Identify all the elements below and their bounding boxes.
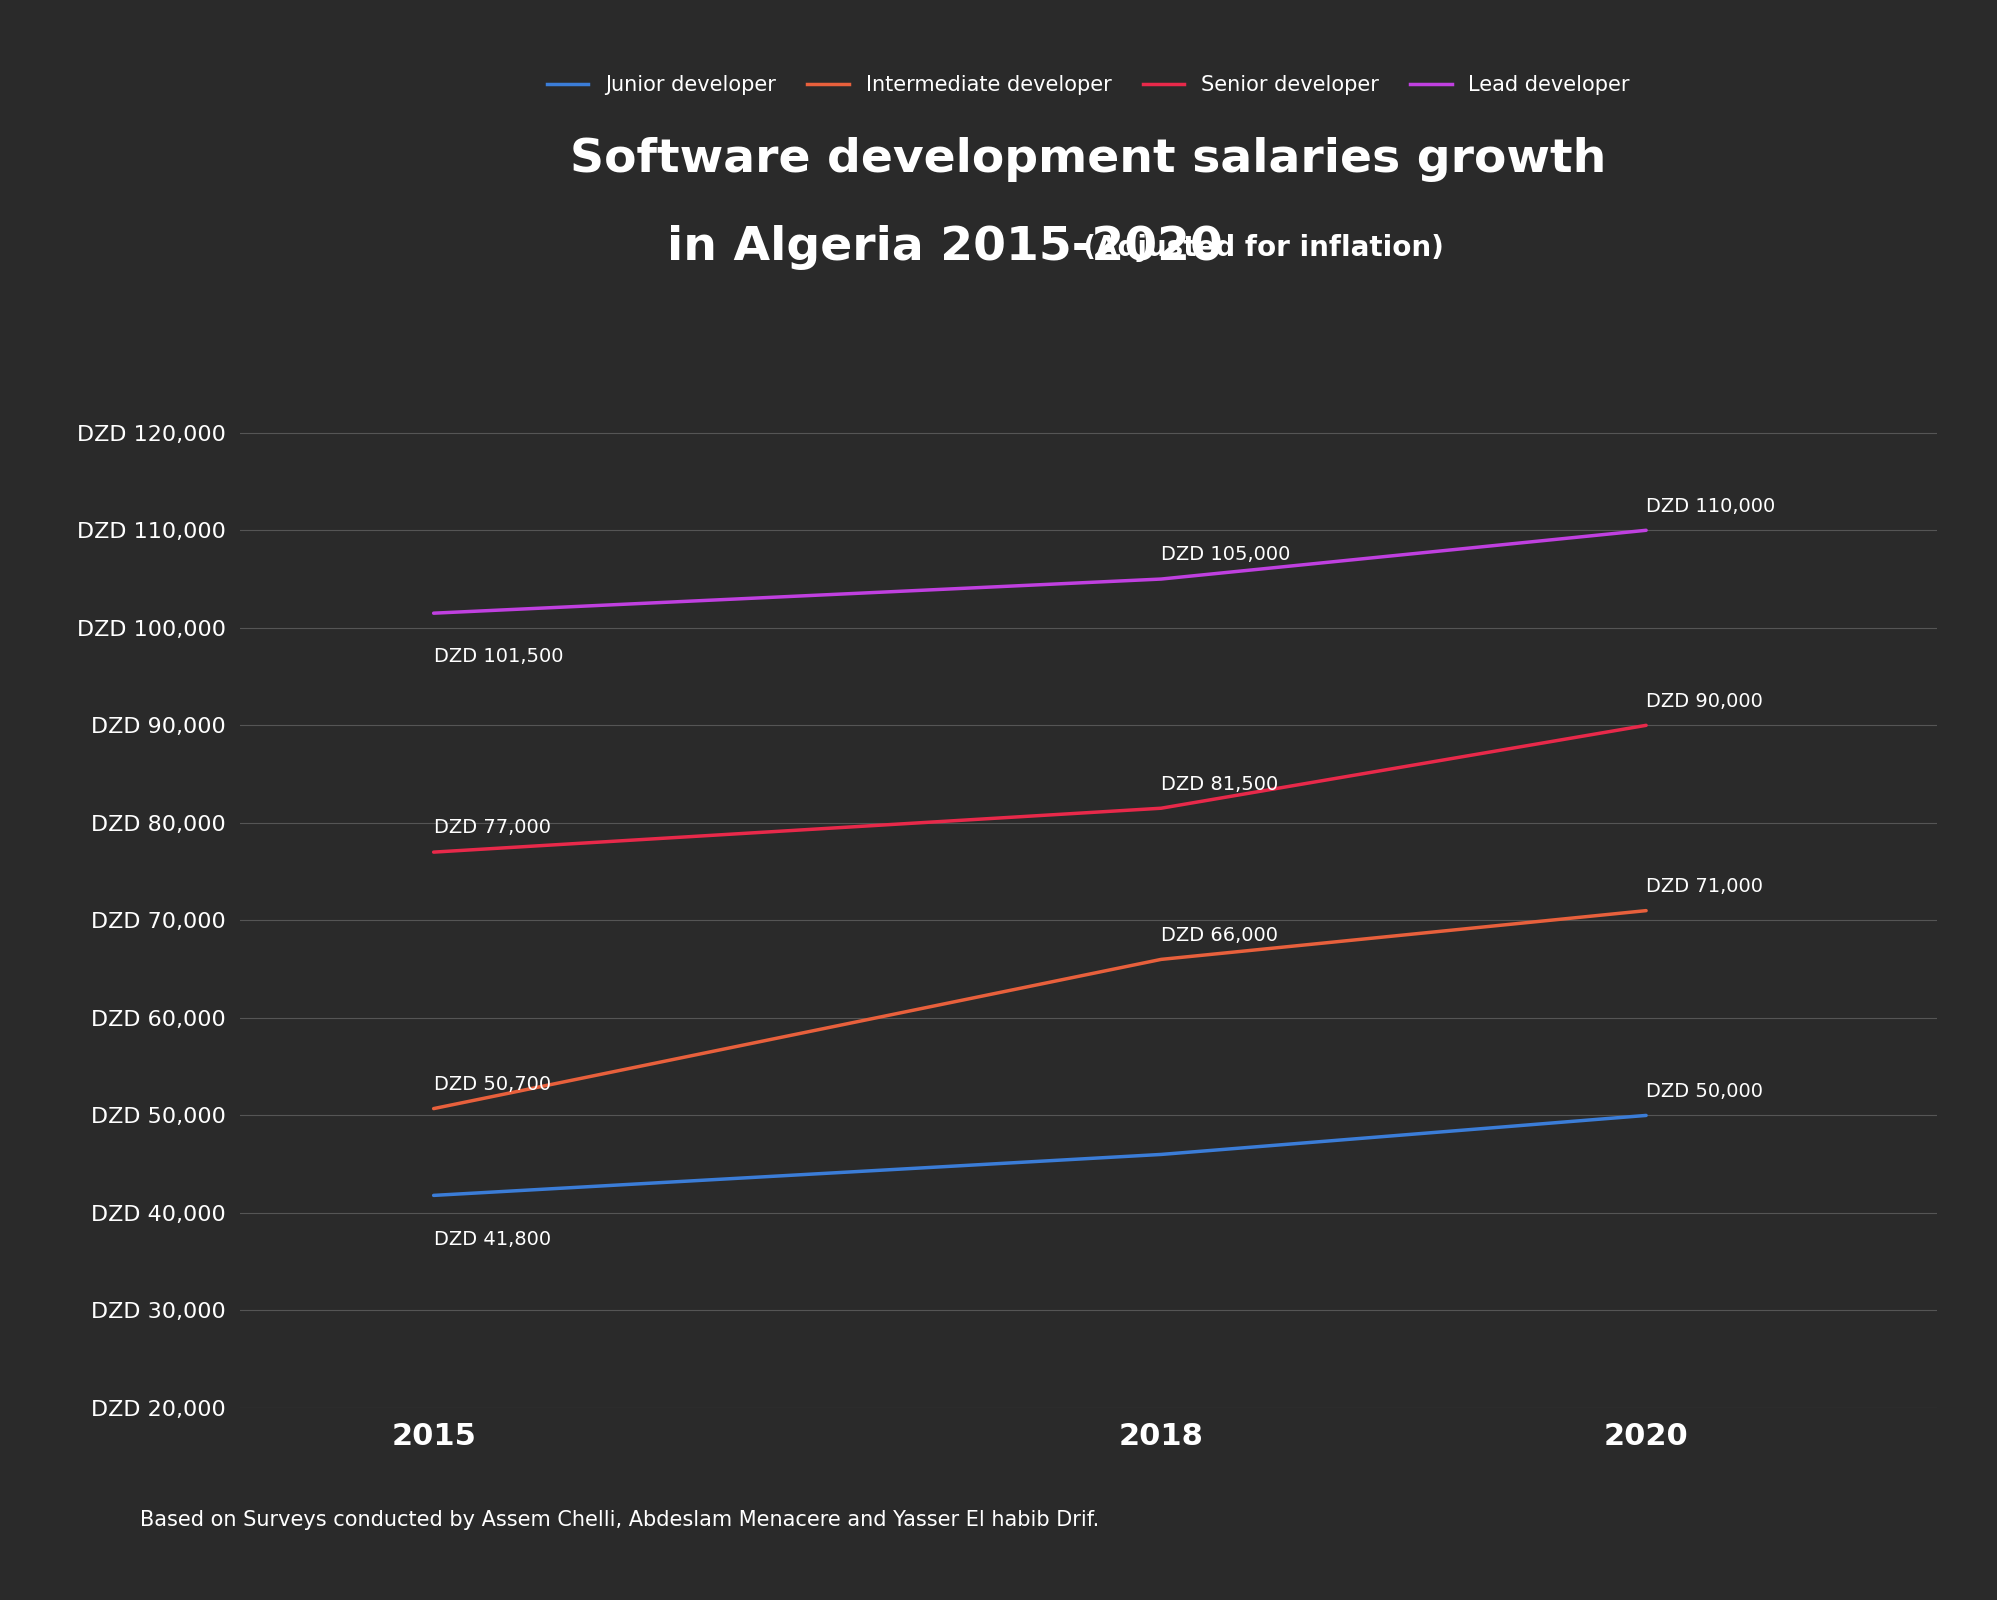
Text: DZD 50,000: DZD 50,000 [1646, 1082, 1763, 1101]
Text: DZD 71,000: DZD 71,000 [1646, 877, 1763, 896]
Legend: Junior developer, Intermediate developer, Senior developer, Lead developer: Junior developer, Intermediate developer… [539, 67, 1638, 104]
Text: DZD 90,000: DZD 90,000 [1646, 691, 1763, 710]
Text: DZD 81,500: DZD 81,500 [1160, 774, 1278, 794]
Text: DZD 50,700: DZD 50,700 [433, 1075, 551, 1094]
Text: DZD 101,500: DZD 101,500 [433, 648, 563, 666]
Text: DZD 66,000: DZD 66,000 [1160, 926, 1278, 944]
Text: DZD 77,000: DZD 77,000 [433, 819, 551, 837]
Text: in Algeria 2015-2020: in Algeria 2015-2020 [667, 226, 1222, 270]
Text: Software development salaries growth: Software development salaries growth [571, 138, 1606, 182]
Text: DZD 110,000: DZD 110,000 [1646, 496, 1775, 515]
Text: Based on Surveys conducted by Assem Chelli, Abdeslam Menacere and Yasser El habi: Based on Surveys conducted by Assem Chel… [140, 1510, 1098, 1530]
Text: (Adjusted for inflation): (Adjusted for inflation) [1064, 234, 1444, 262]
Text: DZD 105,000: DZD 105,000 [1160, 546, 1290, 565]
Text: DZD 41,800: DZD 41,800 [433, 1229, 551, 1248]
